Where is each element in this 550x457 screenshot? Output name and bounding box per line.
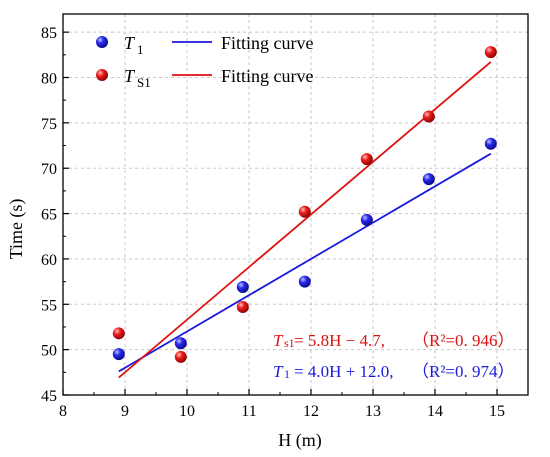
y-tick-label: 70	[41, 161, 57, 178]
equation-symbol: T	[273, 331, 284, 350]
y-tick-label: 75	[41, 116, 57, 133]
data-points	[112, 46, 497, 363]
equation-subscript: 1	[284, 367, 290, 381]
x-axis-title: H (m)	[278, 430, 322, 451]
equation-subscript: s1	[284, 336, 295, 350]
x-tick-label: 12	[303, 403, 319, 420]
x-tick-label: 10	[179, 403, 195, 420]
legend-fit-label: Fitting curve	[221, 66, 314, 86]
y-tick-label: 65	[41, 207, 57, 224]
data-point-series-1	[298, 205, 311, 218]
plot-border	[62, 13, 529, 396]
y-tick-label: 45	[41, 388, 57, 405]
legend-marker-series-1	[96, 69, 108, 81]
data-point-series-1	[484, 46, 497, 59]
legend-series-subscript: S1	[137, 75, 151, 90]
legend-series-subscript: 1	[137, 42, 144, 57]
data-point-series-1	[112, 327, 125, 340]
data-point-series-1	[422, 110, 435, 123]
x-tick-label: 13	[365, 403, 381, 420]
x-tick-label: 15	[489, 403, 505, 420]
legend-marker-series-0	[96, 36, 108, 48]
x-tick-label: 11	[241, 403, 256, 420]
y-tick-label: 60	[41, 252, 57, 269]
equation-body: = 5.8H − 4.7,	[294, 331, 385, 350]
data-point-series-0	[236, 281, 249, 294]
data-point-series-0	[484, 137, 497, 150]
plot-frame	[62, 13, 529, 396]
equation-symbol: T	[273, 362, 284, 381]
legend-series-name: T	[124, 33, 136, 53]
y-tick-label: 55	[41, 297, 57, 314]
data-point-series-1	[174, 350, 187, 363]
legend-fit-label: Fitting curve	[221, 33, 314, 53]
x-tick-label: 8	[59, 403, 67, 420]
data-point-series-1	[360, 153, 373, 166]
data-point-series-0	[298, 275, 311, 288]
y-tick-label: 85	[41, 25, 57, 42]
data-point-series-0	[112, 348, 125, 361]
fit-line-series-0	[118, 152, 492, 373]
equation-body: = 4.0H + 12.0,	[294, 362, 393, 381]
y-tick-label: 80	[41, 71, 57, 88]
legend-series-name: T	[124, 66, 136, 86]
data-point-series-0	[174, 337, 187, 350]
data-point-series-1	[236, 301, 249, 314]
data-point-series-0	[422, 173, 435, 186]
equation-r2: （R²=0. 946）	[412, 331, 515, 350]
y-tick-label: 50	[41, 343, 57, 360]
x-tick-label: 9	[121, 403, 129, 420]
equation-r2: （R²=0. 974）	[412, 362, 515, 381]
data-point-series-0	[360, 213, 373, 226]
y-axis-title: Time (s)	[6, 199, 27, 260]
x-tick-label: 14	[427, 403, 443, 420]
